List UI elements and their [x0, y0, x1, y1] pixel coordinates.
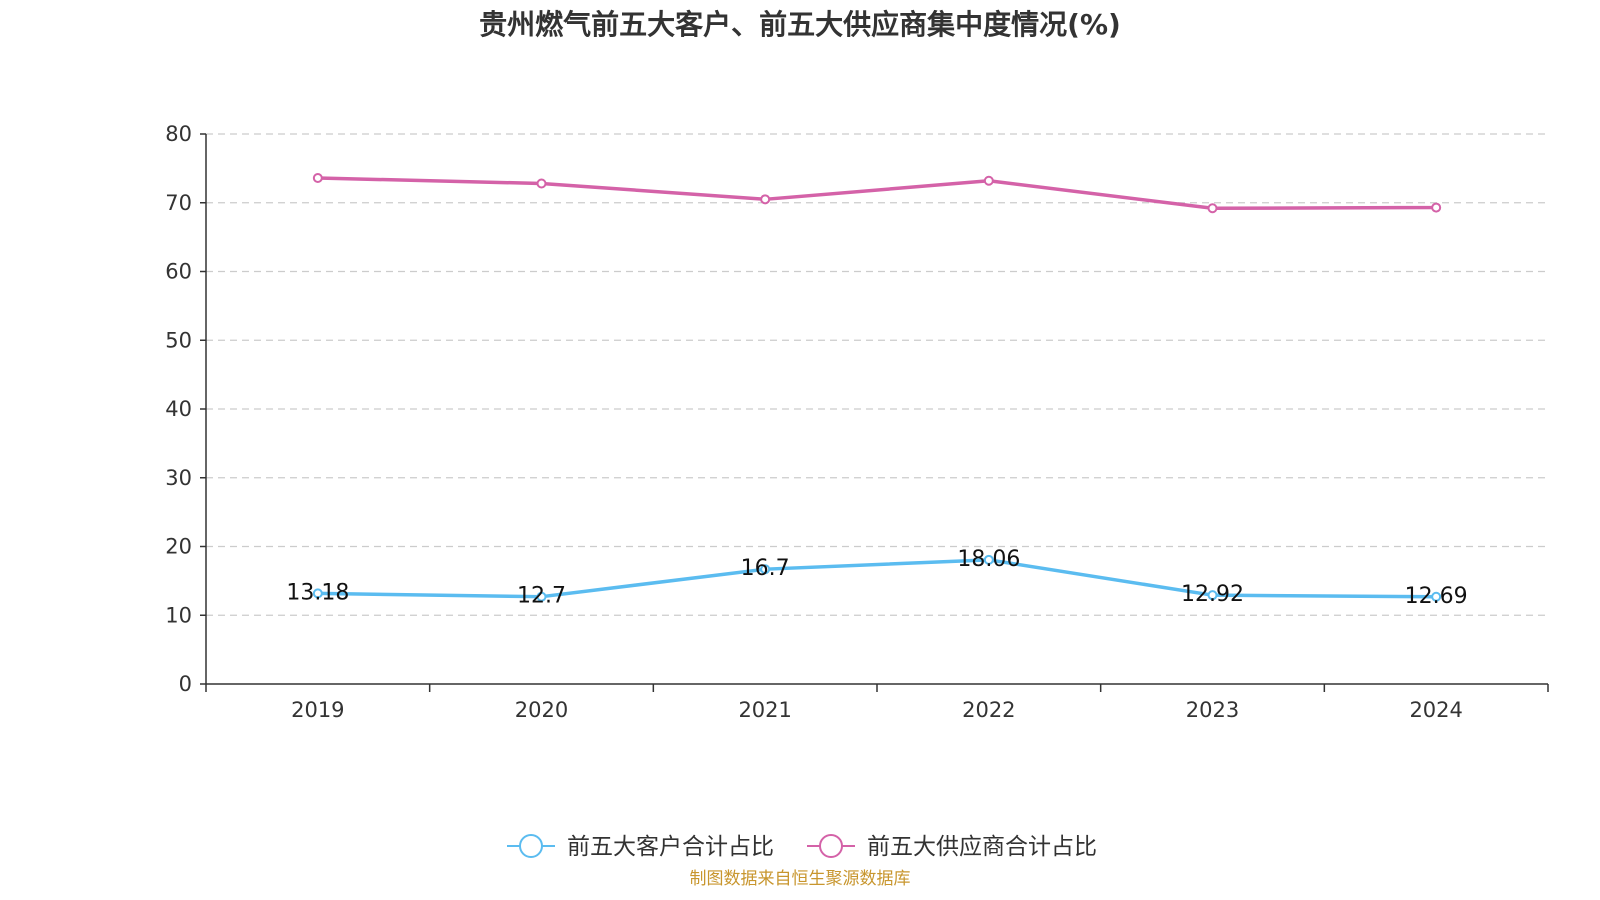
x-tick-label: 2021	[738, 698, 791, 722]
data-point[interactable]	[312, 588, 323, 599]
data-point[interactable]	[983, 175, 994, 186]
x-tick-label: 2022	[962, 698, 1015, 722]
y-tick-label: 80	[165, 122, 192, 146]
data-point[interactable]	[760, 194, 771, 205]
series-lines: 13.18 12.7 16.7 18.06 12.92 12.69	[286, 173, 1468, 609]
source-note: 制图数据来自恒生聚源数据库	[690, 869, 911, 889]
legend-item[interactable]: 前五大供应商合计占比	[807, 834, 1097, 860]
y-tick-label: 10	[165, 603, 192, 627]
legend-marker-icon	[519, 834, 543, 858]
x-tick-label: 2024	[1409, 698, 1462, 722]
data-point[interactable]	[536, 178, 547, 189]
data-point[interactable]	[1431, 202, 1442, 213]
data-label: 12.7	[517, 584, 566, 609]
legend-label: 前五大供应商合计占比	[867, 834, 1097, 860]
y-tick-label: 0	[179, 672, 192, 696]
axes: 0 10 20 30 40 50 60 70 80 2019 2020 2021 2022 2023 202…	[165, 122, 1549, 722]
legend-marker-icon	[819, 834, 843, 858]
grid-lines	[206, 133, 1548, 616]
y-tick-label: 30	[165, 466, 192, 490]
legend-label: 前五大客户合计占比	[567, 834, 774, 860]
data-point[interactable]	[983, 554, 994, 565]
y-tick-label: 60	[165, 260, 192, 284]
data-point[interactable]	[1207, 590, 1218, 601]
y-tick-label: 20	[165, 535, 192, 559]
series-line	[317, 176, 1437, 210]
data-point[interactable]	[312, 173, 323, 183]
data-label: 12.69	[1405, 584, 1468, 609]
series-line	[317, 558, 1437, 599]
series-2	[312, 173, 1442, 214]
data-point[interactable]	[760, 564, 771, 575]
legend[interactable]: 前五大客户合计占比 前五大供应商合计占比	[507, 834, 1097, 860]
data-point[interactable]	[1431, 591, 1442, 602]
data-point[interactable]	[1207, 203, 1218, 214]
series-1: 13.18 12.7 16.7 18.06 12.92 12.69	[286, 547, 1467, 609]
data-label: 16.7	[741, 556, 790, 581]
data-label: 13.18	[286, 580, 349, 605]
x-tick-label: 2020	[515, 698, 568, 722]
legend-item[interactable]: 前五大客户合计占比	[507, 834, 774, 860]
data-label: 18.06	[957, 547, 1020, 572]
data-point[interactable]	[536, 591, 547, 602]
x-tick-label: 2023	[1186, 698, 1239, 722]
y-tick-label: 70	[165, 191, 192, 215]
data-label: 12.92	[1181, 582, 1244, 607]
x-tick-label: 2019	[291, 698, 344, 722]
y-tick-label: 50	[165, 328, 192, 352]
y-tick-label: 40	[165, 397, 192, 421]
chart-title: 贵州燃气前五大客户、前五大供应商集中度情况(%)	[479, 8, 1121, 41]
